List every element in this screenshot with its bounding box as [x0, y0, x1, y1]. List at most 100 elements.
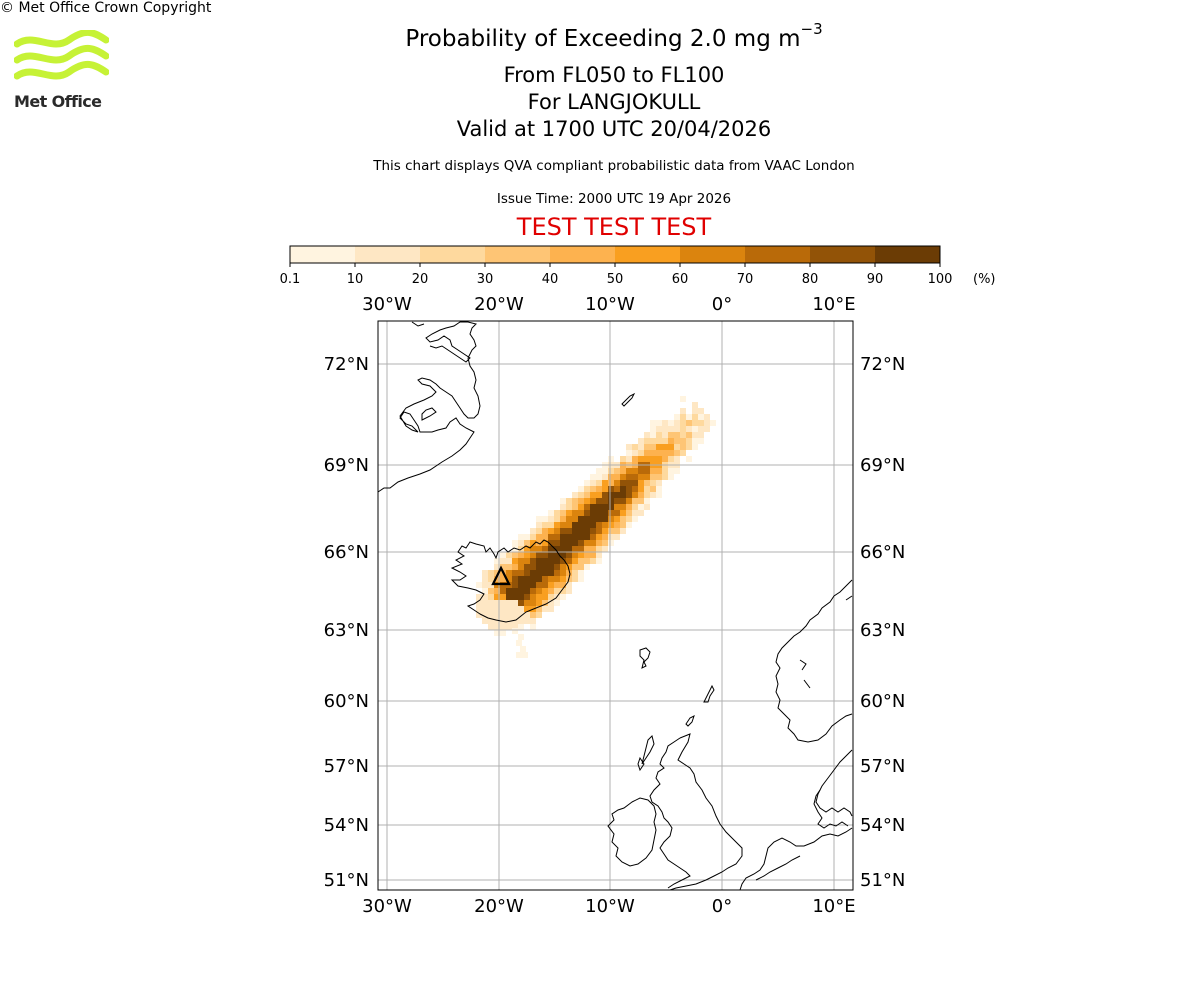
ash-cell: [578, 504, 584, 510]
ash-cell: [686, 456, 692, 462]
ash-cell: [632, 480, 638, 486]
colorbar-tick-label: 100: [928, 272, 953, 287]
ash-cell: [656, 456, 662, 462]
ash-cell: [554, 552, 560, 558]
ash-cell: [548, 534, 554, 540]
ash-cell: [668, 456, 674, 462]
ash-cell: [560, 522, 566, 528]
ash-cell: [650, 438, 656, 444]
ash-cell: [638, 444, 644, 450]
ash-cell: [542, 540, 548, 546]
volcano-marker: [491, 565, 511, 586]
ash-cell: [584, 516, 590, 522]
ash-cell: [668, 432, 674, 438]
lon-labels-top: 30°W 20°W 10°W 0° 10°E: [362, 294, 855, 315]
ash-cell: [602, 546, 608, 552]
ash-cell: [602, 504, 608, 510]
ash-cell: [584, 552, 590, 558]
ash-cell: [632, 510, 638, 516]
ash-cell: [662, 444, 668, 450]
ash-cell: [590, 510, 596, 516]
ash-cell: [632, 456, 638, 462]
ash-cell: [650, 492, 656, 498]
ash-cell: [602, 468, 608, 474]
ash-cell: [524, 540, 530, 546]
ash-cell: [578, 540, 584, 546]
ash-cell: [522, 652, 528, 658]
ash-cell: [524, 606, 530, 612]
ash-cell: [554, 576, 560, 582]
ash-cell: [488, 594, 494, 600]
ash-cell: [584, 510, 590, 516]
ash-cell: [704, 420, 710, 426]
ash-plume: [476, 396, 716, 658]
logo-text: Met Office: [14, 92, 102, 111]
ash-cell: [638, 480, 644, 486]
ash-cell: [542, 576, 548, 582]
colorbar-segment: [810, 246, 876, 263]
ash-cell: [572, 564, 578, 570]
ash-cell: [602, 492, 608, 498]
colorbar: 0.1 10 20 30 40 50 60 70 80 90 100 (%): [280, 245, 996, 287]
ash-cell: [518, 612, 524, 618]
ash-cell: [608, 486, 614, 492]
ash-cell: [482, 612, 488, 618]
ash-cell: [560, 498, 566, 504]
ash-cell: [542, 516, 548, 522]
met-office-waves-icon: [13, 29, 110, 80]
ash-cell: [566, 552, 572, 558]
ash-cell: [524, 588, 530, 594]
copyright: © Met Office Crown Copyright: [0, 0, 212, 16]
ash-cell: [674, 438, 680, 444]
ash-cell: [560, 546, 566, 552]
ash-cell: [530, 570, 536, 576]
ash-cell: [536, 606, 542, 612]
ash-cell: [554, 546, 560, 552]
ash-cell: [494, 600, 500, 606]
ash-cell: [626, 498, 632, 504]
ash-cell: [530, 534, 536, 540]
ash-cell: [494, 588, 500, 594]
ash-cell: [548, 522, 554, 528]
ash-cell: [536, 516, 542, 522]
ash-cell: [536, 588, 542, 594]
ash-cell: [518, 576, 524, 582]
ash-cell: [596, 510, 602, 516]
ash-cell: [638, 474, 644, 480]
ash-cell: [512, 588, 518, 594]
colorbar-segment: [615, 246, 681, 263]
ash-cell: [548, 516, 554, 522]
ash-cell: [494, 630, 500, 636]
ash-cell: [512, 618, 518, 624]
colorbar-tick-label: 50: [607, 272, 624, 287]
ash-cell: [530, 564, 536, 570]
ash-cell: [554, 534, 560, 540]
ash-cell: [602, 522, 608, 528]
ash-cell: [590, 474, 596, 480]
ash-cell: [488, 612, 494, 618]
ash-cell: [482, 606, 488, 612]
ash-cell: [542, 606, 548, 612]
ash-cell: [626, 516, 632, 522]
ash-cell: [584, 480, 590, 486]
ash-cell: [644, 450, 650, 456]
ash-cell: [566, 588, 572, 594]
ash-cell: [650, 432, 656, 438]
ash-cell: [638, 504, 644, 510]
ash-cell: [560, 540, 566, 546]
ash-cell: [626, 456, 632, 462]
ash-cell: [494, 558, 500, 564]
ash-cell: [686, 426, 692, 432]
lon-label: 30°W: [362, 294, 412, 315]
colorbar-segment: [745, 246, 811, 263]
ash-cell: [560, 564, 566, 570]
ash-cell: [698, 432, 704, 438]
ash-cell: [536, 522, 542, 528]
ash-cell: [608, 504, 614, 510]
ash-cell: [650, 426, 656, 432]
ash-cell: [548, 552, 554, 558]
colorbar-segment: [290, 246, 356, 263]
ash-cell: [566, 558, 572, 564]
ash-cell: [650, 474, 656, 480]
ash-cell: [572, 540, 578, 546]
